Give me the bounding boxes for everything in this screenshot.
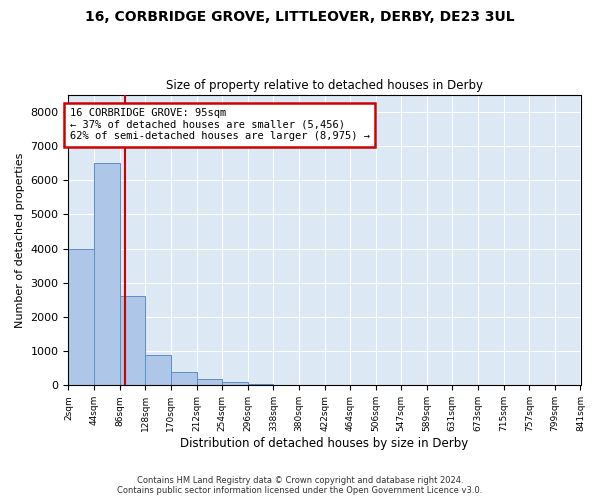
- Bar: [119, 296, 145, 386]
- Bar: [145, 354, 171, 386]
- Bar: [222, 382, 248, 386]
- Text: Contains HM Land Registry data © Crown copyright and database right 2024.
Contai: Contains HM Land Registry data © Crown c…: [118, 476, 482, 495]
- Text: 16, CORBRIDGE GROVE, LITTLEOVER, DERBY, DE23 3UL: 16, CORBRIDGE GROVE, LITTLEOVER, DERBY, …: [85, 10, 515, 24]
- Bar: [248, 384, 274, 386]
- Bar: [171, 372, 197, 386]
- Bar: [197, 378, 222, 386]
- Y-axis label: Number of detached properties: Number of detached properties: [15, 152, 25, 328]
- Bar: [68, 248, 94, 386]
- Title: Size of property relative to detached houses in Derby: Size of property relative to detached ho…: [166, 79, 483, 92]
- Bar: [94, 163, 119, 386]
- Text: 16 CORBRIDGE GROVE: 95sqm
← 37% of detached houses are smaller (5,456)
62% of se: 16 CORBRIDGE GROVE: 95sqm ← 37% of detac…: [70, 108, 370, 142]
- X-axis label: Distribution of detached houses by size in Derby: Distribution of detached houses by size …: [181, 437, 469, 450]
